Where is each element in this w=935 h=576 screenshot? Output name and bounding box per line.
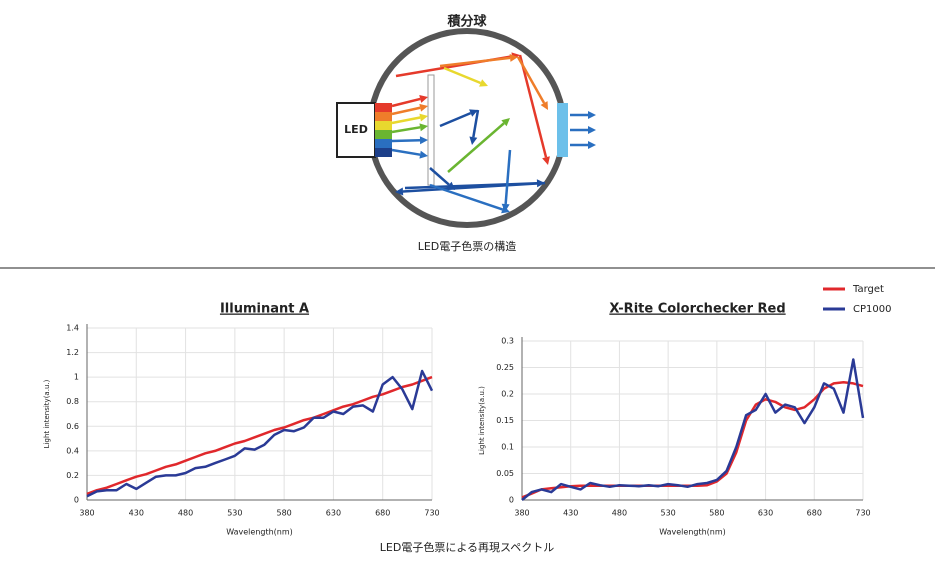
- arrow-head: [542, 156, 550, 165]
- y-tick-label: 0.05: [496, 469, 514, 478]
- y-tick-label: 0.2: [66, 471, 79, 480]
- x-tick-label: 430: [563, 509, 578, 518]
- arrow: [391, 106, 421, 116]
- y-tick-label: 0: [74, 496, 79, 505]
- arrow: [402, 181, 546, 193]
- arrow: [391, 148, 421, 156]
- arrow: [429, 183, 503, 211]
- led-stripe: [375, 130, 392, 139]
- x-tick-label: 380: [514, 509, 529, 518]
- x-tick-label: 580: [709, 509, 724, 518]
- y-tick-label: 0.1: [501, 443, 514, 452]
- arrow: [443, 66, 482, 85]
- series-line: [86, 375, 433, 496]
- y-tick-label: 0.25: [496, 363, 514, 372]
- arrow-head: [588, 126, 596, 134]
- y-tick-label: 0.15: [496, 416, 514, 425]
- diagram-title: 積分球: [446, 14, 487, 30]
- y-axis-label: Light intensity(a.u.): [43, 379, 51, 448]
- x-tick-label: 730: [855, 509, 870, 518]
- chart-title: X-Rite Colorchecker Red: [609, 302, 785, 317]
- arrow-head: [419, 123, 428, 132]
- diagram-caption: LED電子色票の構造: [418, 239, 517, 253]
- x-tick-label: 580: [277, 509, 292, 518]
- led-label: LED: [344, 123, 368, 136]
- arrow: [429, 167, 450, 186]
- x-tick-label: 530: [227, 509, 242, 518]
- x-tick-label: 730: [424, 509, 439, 518]
- arrow: [516, 56, 546, 104]
- arrow-head: [588, 111, 596, 119]
- x-tick-label: 630: [758, 509, 773, 518]
- x-tick-label: 530: [661, 509, 676, 518]
- arrow: [447, 122, 505, 173]
- led-stripe: [375, 139, 392, 148]
- arrow: [504, 149, 512, 205]
- y-tick-label: 0.6: [66, 422, 79, 431]
- led-stripe: [375, 121, 392, 130]
- y-tick-label: 0.8: [66, 397, 79, 406]
- arrow-head: [419, 103, 428, 112]
- series-line: [86, 369, 434, 498]
- arrow-head: [469, 109, 478, 117]
- arrow: [439, 111, 472, 128]
- x-axis-label: Wavelength(nm): [659, 528, 726, 537]
- sphere: [367, 28, 567, 228]
- series-line: [521, 381, 864, 499]
- arrow-head: [469, 136, 478, 145]
- led-stripe: [375, 148, 392, 157]
- y-tick-label: 1: [74, 373, 79, 382]
- x-tick-label: 480: [612, 509, 627, 518]
- arrow: [391, 126, 421, 134]
- arrow-head: [588, 141, 596, 149]
- x-tick-label: 380: [79, 509, 94, 518]
- series-line: [521, 358, 865, 501]
- y-tick-label: 0.4: [66, 446, 79, 455]
- arrow: [472, 109, 480, 138]
- arrow-head: [501, 203, 510, 212]
- arrow: [391, 138, 421, 143]
- arrow: [518, 54, 548, 158]
- x-axis-label: Wavelength(nm): [226, 528, 293, 537]
- led-stripe: [375, 112, 392, 121]
- legend-label: CP1000: [853, 304, 891, 315]
- led-stripe: [375, 103, 392, 112]
- arrow-head: [419, 113, 428, 122]
- caption: LED電子色票による再現スペクトル: [380, 540, 554, 554]
- x-tick-label: 680: [807, 509, 822, 518]
- diagram: 積分球 LED LED電子色票の構造: [336, 14, 596, 253]
- arrow-head: [540, 101, 548, 110]
- led-box: [336, 102, 376, 158]
- y-tick-label: 1.2: [66, 348, 79, 357]
- arrow-head: [501, 118, 510, 127]
- x-tick-label: 680: [375, 509, 390, 518]
- arrow: [391, 97, 421, 108]
- y-tick-label: 1.4: [66, 324, 79, 333]
- legend-label: Target: [852, 284, 884, 295]
- arrow-head: [419, 95, 428, 103]
- x-tick-label: 630: [326, 509, 341, 518]
- y-axis-label: Light intensity(a.u.): [478, 386, 486, 455]
- y-tick-label: 0.2: [501, 390, 514, 399]
- arrow-head: [395, 187, 404, 196]
- y-tick-label: 0: [509, 496, 514, 505]
- arrow-head: [509, 53, 518, 62]
- arrow: [439, 56, 511, 68]
- y-tick-label: 0.3: [501, 337, 514, 346]
- arrow-head: [479, 79, 488, 87]
- x-tick-label: 430: [129, 509, 144, 518]
- chart-title: Illuminant A: [220, 302, 309, 317]
- output-port: [557, 103, 568, 157]
- x-tick-label: 480: [178, 509, 193, 518]
- arrow-head: [419, 150, 428, 159]
- arrow: [391, 116, 421, 125]
- arrow-head: [419, 136, 428, 145]
